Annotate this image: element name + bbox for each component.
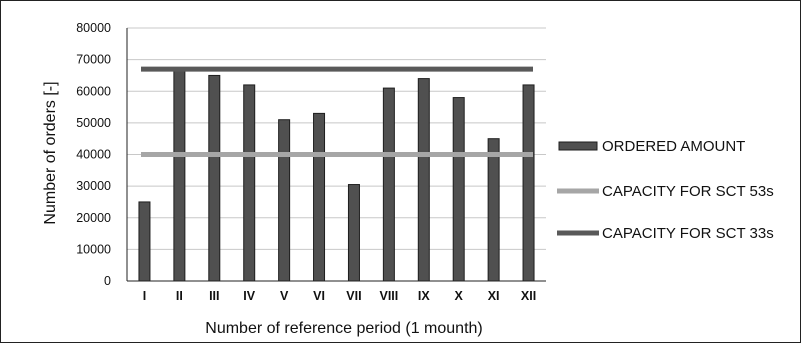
bar [278, 119, 291, 282]
legend-label: CAPACITY FOR SCT 33s [602, 225, 774, 242]
bar [452, 97, 465, 282]
legend: ORDERED AMOUNT CAPACITY FOR SCT 53s CAPACI… [557, 138, 774, 242]
x-tick-label: XII [521, 289, 536, 303]
bar [347, 184, 360, 282]
x-tick-labels: I II III IV V VI VII VIII IX X XI XII [143, 289, 536, 303]
bar [522, 84, 535, 282]
x-tick-label: III [209, 289, 219, 303]
x-tick-label: IV [243, 289, 255, 303]
y-tick-label: 50000 [76, 116, 111, 130]
x-tick-label: VIII [379, 289, 398, 303]
bar [313, 112, 326, 282]
x-tick-label: V [280, 289, 289, 303]
y-tick-label: 20000 [76, 211, 111, 225]
legend-swatch [558, 141, 598, 151]
bar [487, 138, 500, 282]
y-tick-label: 10000 [76, 242, 111, 256]
bar [417, 78, 430, 282]
x-axis-title: Number of reference period (1 mounth) [205, 320, 482, 337]
y-tick-label: 30000 [76, 179, 111, 193]
x-tick-label: XI [488, 289, 500, 303]
y-axis-title: Number of orders [-] [42, 81, 59, 224]
x-tick-label: VI [313, 289, 325, 303]
bar [173, 68, 186, 282]
legend-label: ORDERED AMOUNT [602, 138, 745, 155]
x-tick-label: IX [418, 289, 430, 303]
y-tick-label: 0 [104, 274, 111, 288]
bar [382, 87, 395, 282]
y-tick-label: 70000 [76, 53, 111, 67]
y-tick-label: 60000 [76, 84, 111, 98]
x-tick-label: I [143, 289, 146, 303]
x-tick-label: II [176, 289, 183, 303]
capacity-lines [141, 66, 533, 157]
y-tick-labels: 0 10000 20000 30000 40000 50000 60000 70000 8000… [76, 21, 111, 288]
gridlines [127, 27, 546, 250]
bar [243, 84, 256, 282]
y-tick-label: 80000 [76, 21, 111, 35]
x-tick-label: X [455, 289, 464, 303]
legend-label: CAPACITY FOR SCT 53s [602, 183, 774, 200]
bar [138, 201, 151, 282]
axes [126, 28, 546, 282]
x-tick-label: VII [346, 289, 361, 303]
y-tick-label: 40000 [76, 148, 111, 162]
bar [208, 74, 221, 282]
